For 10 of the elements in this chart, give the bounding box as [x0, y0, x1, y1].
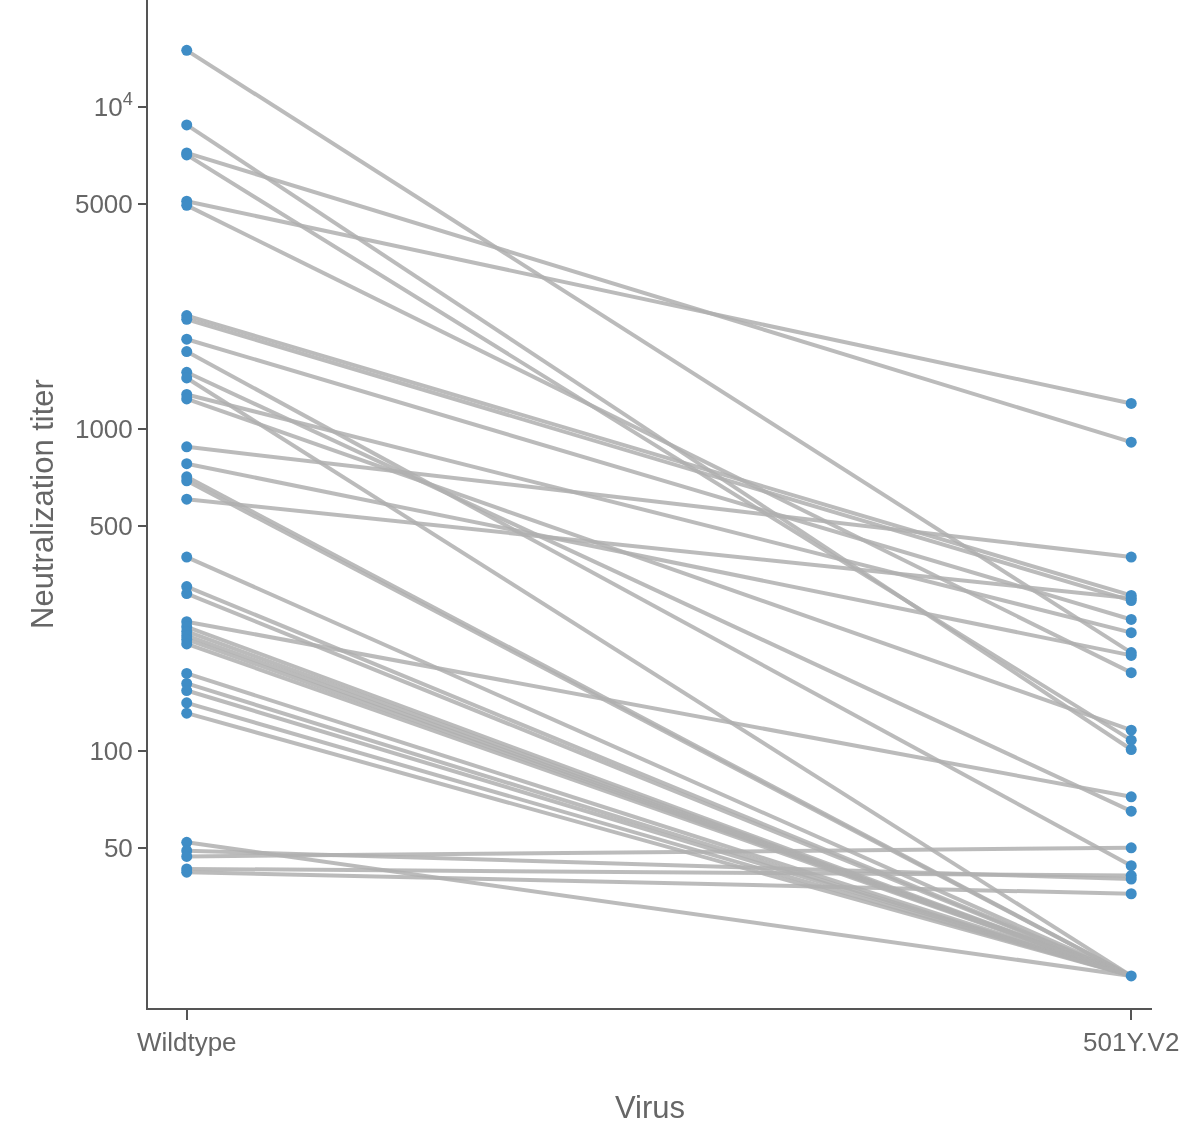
y-tick-label: 500 — [89, 510, 133, 541]
y-axis-title: Neutralization titer — [25, 379, 61, 629]
x-axis-title: Virus — [614, 1089, 686, 1125]
y-tick-label: 10$^{4}$ — [93, 89, 133, 123]
x-tick-label: Wildtype — [136, 1027, 237, 1058]
y-tick-label: 5000 — [74, 189, 133, 220]
x-tick-label: 501Y.V2 — [1083, 1027, 1180, 1058]
y-tick-label: 50 — [103, 832, 133, 863]
y-tick-label: 1000 — [74, 414, 133, 445]
y-tick-label: 100 — [89, 736, 133, 766]
